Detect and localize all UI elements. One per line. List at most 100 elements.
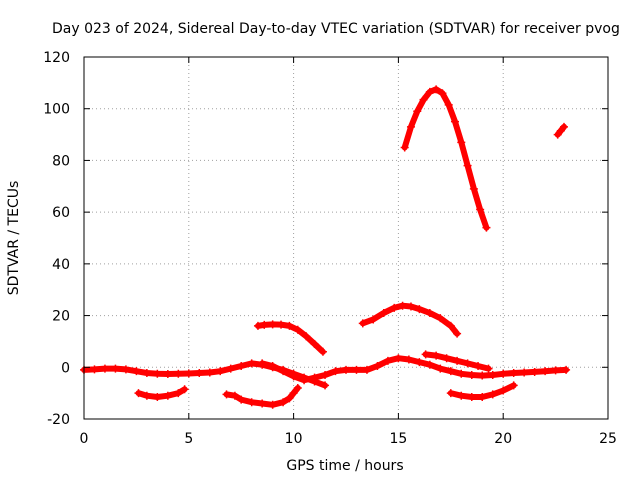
data-point [559, 122, 568, 131]
data-point [321, 381, 330, 390]
data-point [226, 364, 235, 373]
data-point [310, 340, 319, 349]
axis-ticks: 0 5 10 15 20 25 -20 0 20 40 60 80 100 120 [43, 50, 617, 447]
data-point [300, 376, 309, 385]
x-axis-label: GPS time / hours [286, 458, 403, 474]
data-point [285, 321, 294, 330]
data-point [436, 314, 445, 323]
data-point [258, 359, 267, 368]
data-point [362, 365, 371, 374]
series-trace-1 [80, 364, 214, 379]
data-point [358, 319, 367, 328]
data-point [310, 373, 319, 382]
data-point [390, 303, 399, 312]
data-point [478, 371, 487, 380]
data-point [457, 369, 466, 378]
data-point [205, 368, 214, 377]
data-point [419, 95, 428, 104]
data-point [383, 356, 392, 365]
data-point [421, 350, 430, 359]
data-point [174, 389, 183, 398]
y-tick-label: 100 [43, 102, 70, 118]
data-point [134, 389, 143, 398]
data-point [247, 398, 256, 407]
data-point [562, 365, 571, 374]
data-point [530, 367, 539, 376]
data-point [499, 386, 508, 395]
data-point [180, 385, 189, 394]
series-trace-4 [222, 383, 302, 409]
data-point [293, 325, 302, 334]
series-trace-5 [253, 320, 327, 356]
data-point [444, 100, 453, 109]
data-point [438, 89, 447, 98]
series-trace-7 [358, 301, 462, 338]
data-point [551, 366, 560, 375]
data-point [467, 393, 476, 402]
data-point [318, 347, 327, 356]
data-point [453, 329, 462, 338]
y-axis-label: SDTVAR / TECUs [6, 181, 22, 296]
data-point [474, 361, 483, 370]
data-point [247, 359, 256, 368]
data-point [352, 365, 361, 374]
data-point [488, 390, 497, 399]
data-points [80, 85, 571, 409]
data-point [174, 369, 183, 378]
x-tick-label: 20 [494, 431, 512, 447]
x-tick-label: 15 [389, 431, 407, 447]
data-point [277, 320, 286, 329]
data-point [373, 361, 382, 370]
series-line [223, 385, 301, 408]
data-point [476, 205, 485, 214]
data-point [453, 356, 462, 365]
data-point [463, 161, 472, 170]
data-point [111, 364, 120, 373]
series-line [401, 86, 490, 231]
data-point [432, 351, 441, 360]
data-point [121, 365, 130, 374]
data-point [289, 389, 298, 398]
data-point [446, 321, 455, 330]
data-point [415, 358, 424, 367]
data-point [425, 360, 434, 369]
data-point [406, 122, 415, 131]
data-point [450, 117, 459, 126]
data-point [509, 368, 518, 377]
data-point [258, 399, 267, 408]
data-point [442, 354, 451, 363]
data-point [216, 367, 225, 376]
data-point [253, 321, 262, 330]
data-point [342, 365, 350, 374]
data-point [279, 398, 288, 407]
x-tick-label: 0 [80, 431, 89, 447]
data-point [499, 369, 508, 378]
data-point [90, 365, 99, 374]
data-point [457, 391, 466, 400]
data-point [484, 364, 493, 373]
data-point [425, 308, 434, 317]
y-tick-label: 120 [43, 50, 70, 66]
series-trace-2 [134, 385, 189, 402]
data-point [446, 389, 455, 398]
data-point [285, 394, 294, 403]
data-point [142, 368, 151, 377]
data-point [482, 223, 491, 232]
chart-title: Day 023 of 2024, Sidereal Day-to-day VTE… [52, 21, 620, 37]
y-tick-label: 80 [52, 153, 70, 169]
x-tick-label: 25 [599, 431, 617, 447]
data-point [406, 302, 415, 311]
data-point [153, 393, 162, 402]
data-point [509, 381, 518, 390]
data-point [163, 370, 172, 379]
data-point [369, 315, 378, 324]
data-point [541, 367, 550, 376]
data-point [478, 393, 487, 402]
x-tick-label: 5 [184, 431, 193, 447]
y-tick-label: -20 [47, 412, 70, 428]
series-line [255, 321, 326, 355]
data-point [413, 107, 422, 116]
y-tick-label: 20 [52, 309, 70, 325]
data-point [268, 361, 277, 370]
